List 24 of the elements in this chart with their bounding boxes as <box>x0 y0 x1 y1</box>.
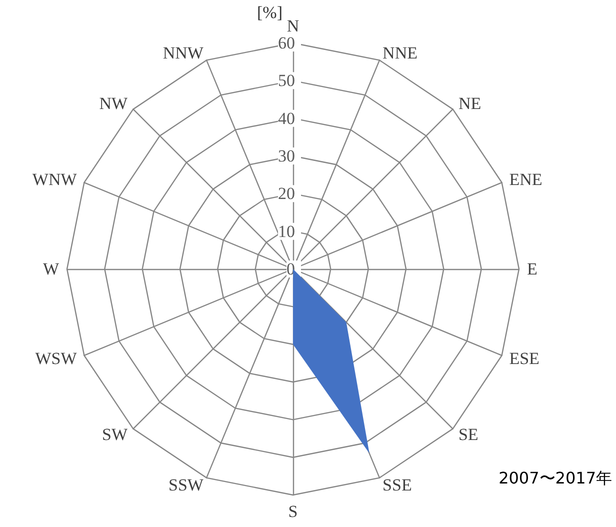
spoke-label: SSW <box>168 476 204 495</box>
spoke-label: SSE <box>382 476 412 495</box>
text: [%] <box>257 3 282 22</box>
spoke-label: SW <box>102 424 128 444</box>
spoke-label: W <box>42 260 60 278</box>
spoke-label: WSW <box>35 349 78 368</box>
y-tick-label: 20 <box>278 184 295 204</box>
spoke-label: NW <box>99 94 128 114</box>
y-tick-label: 10 <box>278 222 295 241</box>
spoke-label: SE <box>458 424 478 444</box>
spoke-label: ENE <box>509 170 542 189</box>
spoke-label: NE <box>458 94 482 114</box>
spoke-label: NNE <box>382 43 418 62</box>
y-tick-label: 40 <box>278 108 295 128</box>
y-tick-label: 60 <box>278 34 295 52</box>
spoke-label: NNW <box>162 43 204 62</box>
spoke-label: S <box>288 502 298 521</box>
spoke-label: ESE <box>509 349 540 368</box>
y-tick-label: 30 <box>278 146 295 166</box>
y-tick-label: 50 <box>278 71 295 90</box>
spoke-label: N <box>286 16 300 36</box>
text: 2007〜2017年 <box>498 468 612 488</box>
spoke-label: WNW <box>32 170 78 189</box>
spoke-label: E <box>527 260 538 278</box>
